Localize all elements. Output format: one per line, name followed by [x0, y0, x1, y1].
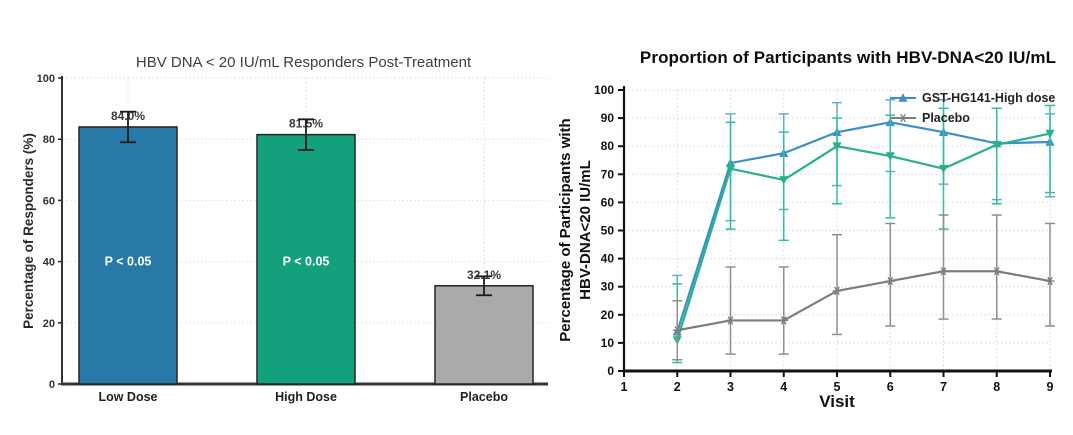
data-series	[672, 104, 1055, 364]
x-tick-label: 6	[887, 380, 894, 394]
y-tick-label: 0	[607, 364, 614, 378]
triangle-down-marker	[938, 164, 949, 174]
data-series	[672, 214, 1055, 361]
triangle-up-marker	[898, 93, 908, 102]
legend-label: GST-HG141-High dose	[922, 91, 1055, 105]
y-tick-label: 70	[601, 167, 615, 181]
star-marker	[993, 267, 1000, 276]
x-tick-label: 4	[780, 380, 787, 394]
triangle-down-marker	[885, 152, 895, 161]
x-tick-label: 1	[621, 380, 628, 394]
x-category-label: Low Dose	[98, 390, 157, 404]
line-chart-y-axis-label: Percentage of Participants with HBV-DNA<…	[556, 80, 598, 380]
star-marker	[887, 276, 894, 286]
series-line	[677, 270, 1051, 332]
y-tick-label: 60	[43, 195, 55, 207]
series-line	[676, 121, 1051, 332]
y-tick-label: 80	[601, 139, 615, 153]
line-chart-x-axis-label: Visit	[819, 392, 855, 411]
triangle-down-marker	[725, 164, 736, 174]
triangle-down-marker	[1045, 129, 1055, 139]
legend-entry: Placebo	[890, 111, 970, 125]
star-marker	[834, 286, 840, 296]
y-tick-label: 50	[601, 224, 615, 238]
bar-chart-title: HBV DNA < 20 IU/mL Responders Post-Treat…	[135, 54, 472, 71]
y-tick-label: 100	[594, 83, 614, 97]
line-chart: 0 10 20 30 40 50 60 70 80 90 100 1 2 3 4 5 6 7 8 9 GST-HG141…	[594, 83, 1055, 394]
bar	[434, 285, 534, 385]
series-line	[676, 132, 1051, 341]
x-tick-label: 8	[993, 380, 1000, 394]
y-tick-label: 100	[37, 73, 55, 85]
legend-entry: GST-HG141-High dose	[890, 91, 1055, 105]
y-tick-label: 40	[43, 257, 55, 269]
y-tick-label: 80	[43, 134, 55, 146]
line-chart-title: Proportion of Participants with HBV-DNA<…	[639, 48, 1057, 67]
y-tick-label: 0	[49, 379, 55, 391]
x-tick-label: 5	[834, 380, 841, 394]
line-chart-y-axis-label-line2: HBV-DNA<20 IU/mL	[577, 160, 594, 300]
star-marker	[674, 326, 681, 335]
star-marker	[1047, 276, 1053, 286]
y-tick-label: 90	[601, 111, 615, 125]
y-tick-label: 40	[601, 252, 615, 266]
y-tick-label: 20	[601, 308, 615, 322]
triangle-down-marker	[779, 176, 789, 185]
x-tick-label: 3	[727, 380, 734, 394]
y-tick-label: 30	[601, 280, 615, 294]
bar-value-label: 32.1%	[467, 268, 501, 282]
star-marker	[727, 316, 734, 325]
x-category-label: High Dose	[275, 390, 337, 404]
bar-annotation: P < 0.05	[283, 255, 330, 269]
line-chart-y-axis-label-line1: Percentage of Participants with	[557, 118, 574, 342]
x-tick-label: 7	[940, 380, 947, 394]
star-marker	[780, 316, 787, 325]
y-tick-label: 60	[601, 195, 615, 209]
star-marker	[900, 113, 906, 123]
x-tick-label: 2	[674, 380, 681, 394]
x-tick-label: 9	[1047, 380, 1054, 394]
legend-label: Placebo	[922, 111, 970, 125]
triangle-down-marker	[992, 140, 1002, 150]
bar	[78, 126, 178, 385]
star-marker	[940, 267, 947, 276]
x-category-label: Placebo	[460, 390, 508, 404]
y-tick-label: 20	[43, 318, 55, 330]
y-tick-label: 10	[601, 336, 615, 350]
bar-chart-y-axis-label: Percentage of Responders (%)	[21, 133, 36, 329]
triangle-down-marker	[832, 142, 842, 151]
bar-annotation: P < 0.05	[105, 255, 152, 269]
